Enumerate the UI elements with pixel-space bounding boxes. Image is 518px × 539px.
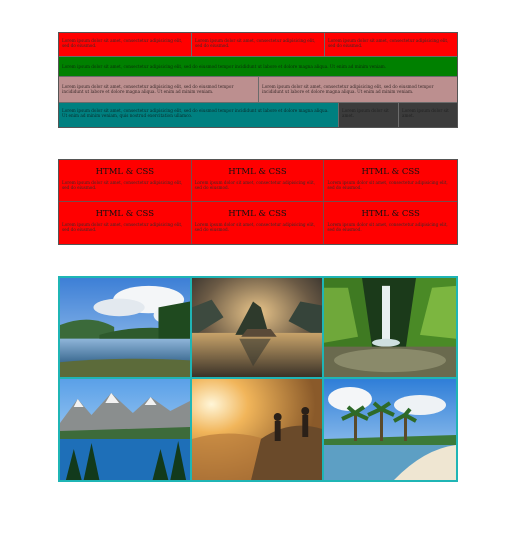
- card-title: HTML & CSS: [228, 167, 287, 177]
- card-title: HTML & CSS: [95, 209, 155, 219]
- grid-row-2: Lorem ipsum dolor sit amet, consectetur …: [59, 57, 457, 77]
- waterfall-canyon-photo: [324, 278, 456, 379]
- card: HTML & CSS Lorem ipsum dolor sit amet, c…: [324, 160, 457, 202]
- card-text: Lorem ipsum dolor sit amet, consectetur …: [327, 222, 448, 233]
- grid-cell: Lorem ipsum dolor sit amet.: [399, 103, 457, 127]
- card-text: Lorem ipsum dolor sit amet, consectetur …: [194, 180, 316, 191]
- grid-cell: Lorem ipsum dolor sit amet, consectetur …: [59, 103, 339, 127]
- card: HTML & CSS Lorem ipsum dolor sit amet, c…: [191, 160, 325, 202]
- card-text: Lorem ipsum dolor sit amet, consectetur …: [62, 222, 183, 233]
- lake-island-sunset-photo: [192, 278, 324, 379]
- grid-row-3: Lorem ipsum dolor sit amet, consectetur …: [59, 77, 457, 103]
- grid-cell: Lorem ipsum dolor sit amet, consectetur …: [192, 33, 325, 57]
- grid-row-4: Lorem ipsum dolor sit amet, consectetur …: [59, 103, 457, 127]
- card: HTML & CSS Lorem ipsum dolor sit amet, c…: [324, 202, 457, 244]
- card-title: HTML & CSS: [361, 209, 420, 219]
- tropical-beach-photo: [324, 379, 456, 480]
- grid-row-1: Lorem ipsum dolor sit amet, consectetur …: [59, 33, 457, 57]
- river-landscape-photo: [60, 278, 192, 379]
- grid-cell: Lorem ipsum dolor sit amet, consectetur …: [59, 33, 192, 57]
- grid-cell: Lorem ipsum dolor sit amet, consectetur …: [259, 77, 457, 103]
- card-title: HTML & CSS: [361, 167, 420, 177]
- grid-cell: Lorem ipsum dolor sit amet.: [339, 103, 399, 127]
- grid-cell: Lorem ipsum dolor sit amet, consectetur …: [59, 57, 457, 77]
- card-text: Lorem ipsum dolor sit amet, consectetur …: [327, 180, 448, 191]
- card-title: HTML & CSS: [95, 167, 155, 177]
- hikers-sunrise-photo: [192, 379, 324, 480]
- mountain-lake-photo: [60, 379, 192, 480]
- card: HTML & CSS Lorem ipsum dolor sit amet, c…: [59, 160, 192, 202]
- card-text: Lorem ipsum dolor sit amet, consectetur …: [62, 180, 183, 191]
- card: HTML & CSS Lorem ipsum dolor sit amet, c…: [59, 202, 192, 244]
- image-gallery: [58, 276, 458, 482]
- cards-grid: HTML & CSS Lorem ipsum dolor sit amet, c…: [58, 159, 458, 245]
- layout-grid: Lorem ipsum dolor sit amet, consectetur …: [58, 32, 458, 128]
- grid-cell: Lorem ipsum dolor sit amet, consectetur …: [325, 33, 457, 57]
- card-text: Lorem ipsum dolor sit amet, consectetur …: [194, 222, 316, 233]
- card: HTML & CSS Lorem ipsum dolor sit amet, c…: [191, 202, 325, 244]
- grid-cell: Lorem ipsum dolor sit amet, consectetur …: [59, 77, 259, 103]
- card-title: HTML & CSS: [228, 209, 287, 219]
